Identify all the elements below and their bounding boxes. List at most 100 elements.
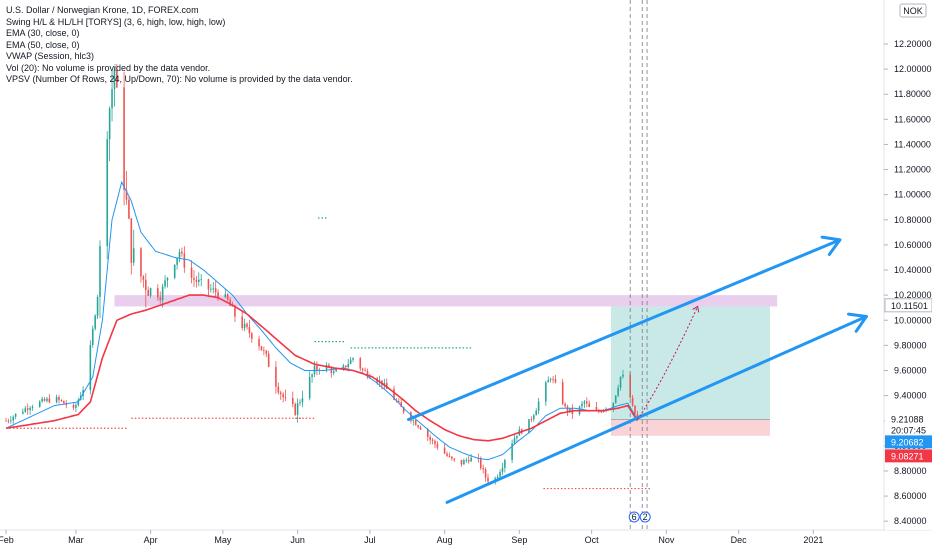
legend-indicator-swing[interactable]: Swing H/L & HL/LH [TORYS] (3, 6, high, l… (6, 16, 226, 27)
time-axis[interactable]: Feb Mar Apr May Jun Jul Aug Sep Oct Nov Dec 2021 (0, 530, 823, 545)
candle-body (132, 248, 135, 263)
candle-body (426, 429, 429, 437)
candle-body (417, 425, 419, 428)
candle-body (226, 294, 229, 300)
candle-body (530, 419, 533, 420)
candle-body (414, 420, 417, 426)
candle-body (463, 460, 465, 465)
candle-body (234, 306, 236, 317)
candle-body (113, 69, 116, 90)
candle-body (128, 199, 130, 219)
candle-body (46, 398, 48, 401)
time-tick-label: Oct (585, 535, 600, 545)
time-tick-label: Dec (731, 535, 748, 545)
price-tick-label: 11.80000 (894, 89, 931, 99)
candle-body (147, 290, 149, 296)
legend-indicator-vpsv[interactable]: VPSV (Number Of Rows, 24, Up/Down, 70): … (6, 74, 353, 84)
candle-body (465, 460, 468, 461)
candle-body (183, 253, 186, 268)
candle-body (511, 443, 513, 460)
candle-body (345, 365, 347, 368)
channel-upper-arrow-head (820, 235, 842, 256)
candle-body (484, 469, 487, 478)
event-marker[interactable] (628, 511, 640, 523)
entry-price-tag-background (884, 298, 932, 313)
candle-body (166, 277, 169, 281)
candle-body (583, 401, 586, 404)
candle-body (241, 316, 243, 328)
candle-body (282, 394, 284, 398)
time-tick-label: Sep (511, 535, 527, 545)
candle-body (631, 397, 634, 406)
candle-body (549, 379, 552, 380)
price-tick-label: 11.20000 (894, 165, 931, 175)
candle-body (195, 279, 198, 282)
currency-label[interactable]: NOK (903, 6, 923, 16)
candle-body (393, 388, 395, 400)
time-tick-label: Aug (437, 535, 453, 545)
candle-body (108, 108, 111, 140)
channel-lower-arrow[interactable] (445, 314, 868, 504)
candle-body (178, 251, 181, 258)
channel-upper-arrow[interactable] (406, 238, 842, 421)
candle-body (63, 400, 65, 404)
candle-body (243, 323, 246, 328)
legend-indicator-ema30[interactable]: EMA (30, close, 0) (6, 28, 80, 38)
candle-body (545, 382, 547, 402)
candle-body (198, 279, 200, 282)
candle-body (181, 251, 183, 254)
ema-fast-price-tag-background (885, 435, 932, 449)
candle-body (91, 328, 94, 345)
candle-body (537, 401, 540, 411)
candle-body (284, 397, 287, 399)
candle-body (316, 365, 318, 371)
candle-body (617, 387, 619, 396)
candle-body (419, 427, 422, 430)
candle-body (258, 338, 260, 347)
candle-body (38, 401, 41, 407)
candle-body (552, 379, 554, 380)
time-tick-label: May (214, 535, 232, 545)
price-tick-label: 8.80000 (894, 466, 927, 476)
candle-body (190, 267, 193, 278)
candle-body (636, 413, 639, 419)
event-marker[interactable] (639, 511, 651, 523)
legend-title[interactable]: U.S. Dollar / Norwegian Krone, 1D, FOREX… (6, 5, 199, 15)
legend-indicator-ema50[interactable]: EMA (50, close, 0) (6, 39, 80, 50)
candle-body (501, 467, 504, 472)
candle-body (335, 369, 337, 372)
countdown-tag: 20:07:45 (891, 425, 926, 435)
price-tick-label: 10.80000 (894, 215, 932, 225)
candle-body (605, 408, 607, 410)
candle-body (460, 459, 463, 465)
trend-drawings[interactable] (6, 0, 868, 530)
stop-price-tag-background (885, 449, 932, 463)
candle-body (294, 404, 296, 415)
candle-body (161, 286, 164, 301)
candle-body (248, 326, 251, 334)
candle-body (60, 399, 63, 401)
candle-body (504, 459, 506, 468)
long-position-target-zone[interactable] (610, 306, 770, 420)
long-position-stop-zone[interactable] (610, 419, 770, 436)
legend-indicator-vol[interactable]: Vol (20): No volume is provided by the d… (6, 62, 211, 73)
candle-body (311, 374, 313, 378)
candle-body (75, 405, 77, 408)
candle-body (513, 438, 516, 444)
candle-body (200, 279, 203, 281)
price-tick-label: 11.40000 (894, 139, 931, 149)
legend-indicator-vwap[interactable]: VWAP (Session, hlc3) (6, 51, 95, 61)
currency-button[interactable] (899, 3, 927, 18)
candle-body (398, 401, 400, 403)
price-tick-label: 12.00000 (894, 64, 932, 74)
chart-grid (0, 0, 932, 531)
time-tick-label: Jul (364, 535, 376, 545)
time-tick-label: Nov (658, 535, 675, 545)
candle-body (265, 350, 268, 354)
candle-body (48, 398, 51, 403)
candle-body (224, 294, 227, 298)
candle-body (359, 358, 362, 369)
candle-body (561, 382, 564, 404)
